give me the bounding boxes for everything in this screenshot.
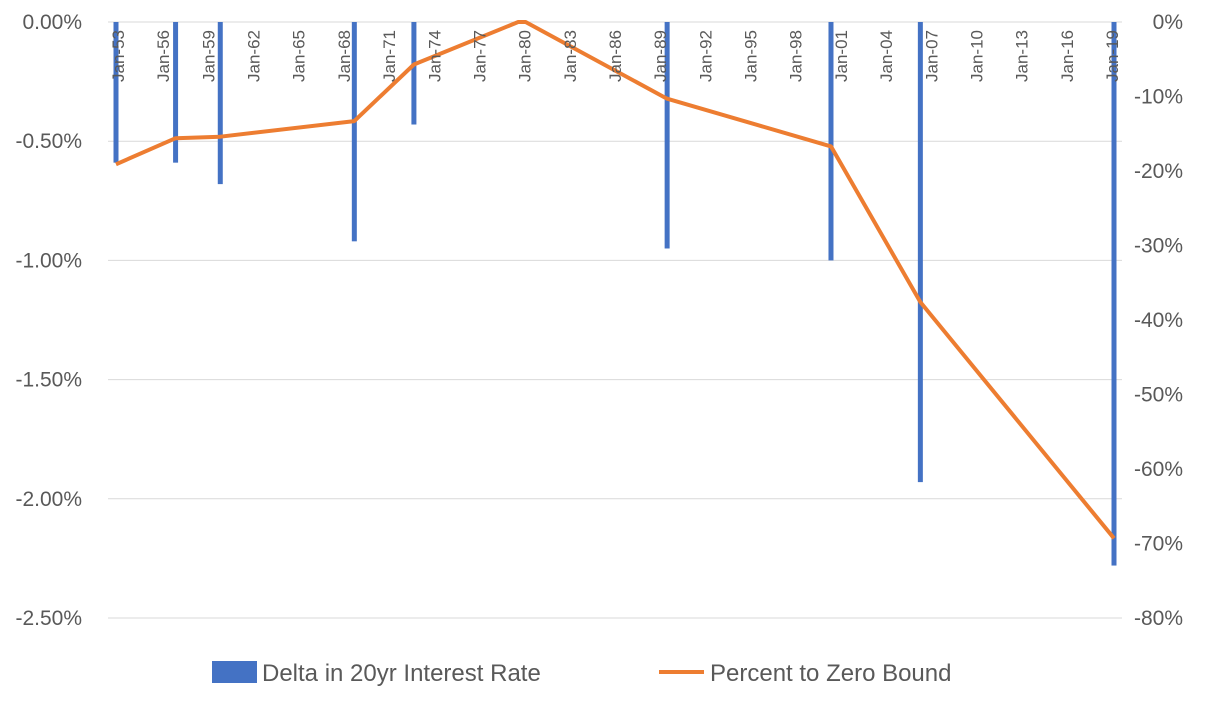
x-axis-tick-label: Jan-13 (1013, 30, 1032, 82)
right-axis-tick-label: -40% (1134, 309, 1183, 332)
bar (828, 22, 834, 261)
line-series (115, 20, 1116, 540)
x-axis-tick-label: Jan-59 (199, 30, 218, 82)
x-axis-tick-label: Jan-10 (968, 30, 987, 82)
right-axis-tick-label: -70% (1134, 533, 1183, 556)
legend-bar-label: Delta in 20yr Interest Rate (262, 660, 541, 687)
x-axis-tick-label: Jan-95 (742, 30, 761, 82)
bar (217, 22, 223, 185)
bar-series (113, 22, 1117, 566)
right-axis-tick-label: -50% (1134, 384, 1183, 407)
right-axis-tick-label: -20% (1134, 160, 1183, 183)
left-axis-tick-label: -1.50% (15, 369, 82, 392)
x-axis-tick-label: Jan-04 (877, 30, 896, 82)
right-axis-tick-labels: 0% -10% -20% -30% -40% -50% -60% -70% -80% (1134, 11, 1183, 630)
bar (1111, 22, 1117, 566)
x-axis-tick-labels: Jan-53 Jan-56 Jan-59 Jan-62 Jan-65 Jan-68 Jan-… (109, 30, 1122, 82)
x-axis-tick-label: Jan-53 (109, 30, 128, 82)
x-axis-tick-label: Jan-89 (651, 30, 670, 82)
x-axis-tick-label: Jan-77 (471, 30, 490, 82)
x-axis-tick-label: Jan-92 (696, 30, 715, 82)
x-axis-tick-label: Jan-07 (922, 30, 941, 82)
right-axis-tick-label: -10% (1134, 86, 1183, 109)
bar (917, 22, 923, 483)
left-axis-tick-label: -0.50% (15, 130, 82, 153)
right-axis-tick-label: -60% (1134, 458, 1183, 481)
bar (411, 22, 417, 125)
legend-line-label: Percent to Zero Bound (710, 660, 951, 687)
bar (351, 22, 357, 242)
x-axis-tick-label: Jan-80 (516, 30, 535, 82)
x-axis-tick-label: Jan-62 (245, 30, 264, 82)
legend-bar-swatch (212, 661, 257, 683)
x-axis-tick-label: Jan-56 (154, 30, 173, 82)
x-axis-tick-label: Jan-86 (606, 30, 625, 82)
bar (113, 22, 119, 163)
x-axis-tick-label: Jan-98 (787, 30, 806, 82)
right-axis-tick-label: -80% (1134, 607, 1183, 630)
gridlines (108, 21, 1122, 619)
bar (173, 22, 179, 163)
x-axis-tick-label: Jan-16 (1058, 30, 1077, 82)
x-axis-tick-label: Jan-83 (561, 30, 580, 82)
x-axis-tick-label: Jan-01 (832, 30, 851, 82)
right-axis-tick-label: 0% (1153, 11, 1183, 34)
left-axis-tick-label: -2.50% (15, 607, 82, 630)
series-line (115, 20, 1116, 540)
right-axis-tick-label: -30% (1134, 235, 1183, 258)
legend: Delta in 20yr Interest Rate Percent to Z… (212, 660, 951, 687)
x-axis-tick-label: Jan-65 (290, 30, 309, 82)
x-axis-tick-label: Jan-19 (1103, 30, 1122, 82)
bar (664, 22, 670, 249)
left-axis-tick-label: -2.00% (15, 488, 82, 511)
x-axis-tick-label: Jan-74 (425, 30, 444, 82)
x-axis-tick-label: Jan-71 (380, 30, 399, 82)
left-axis-tick-label: 0.00% (22, 11, 82, 34)
x-axis-tick-label: Jan-68 (335, 30, 354, 82)
left-axis-tick-labels: 0.00% -0.50% -1.00% -1.50% -2.00% -2.50% (15, 11, 82, 630)
left-axis-tick-label: -1.00% (15, 249, 82, 272)
